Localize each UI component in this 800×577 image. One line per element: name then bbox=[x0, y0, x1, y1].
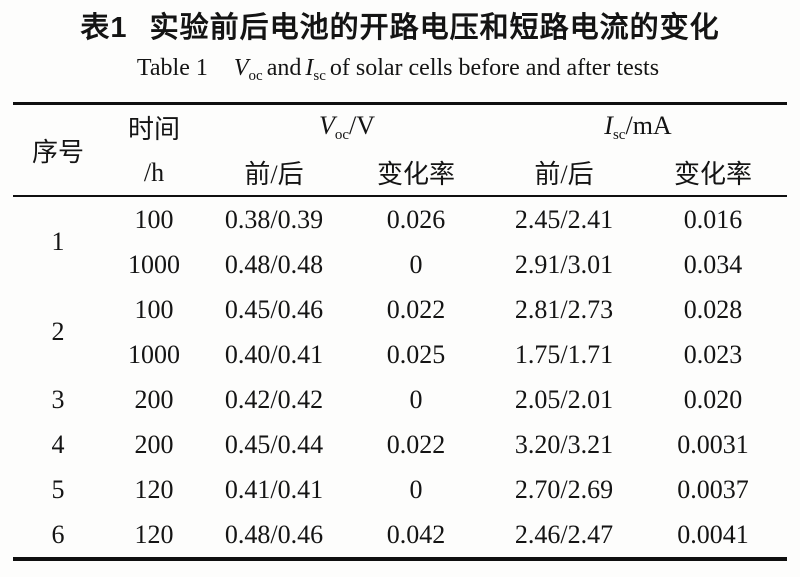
isc-cell: 2.45/2.41 bbox=[514, 204, 614, 234]
isc-subscript: sc bbox=[313, 68, 326, 84]
isc-cell: 3.20/3.21 bbox=[514, 429, 614, 459]
table-title-en: Table 1 Voc and Isc of solar cells before an… bbox=[0, 50, 800, 94]
voc-rate-cell: 0 bbox=[409, 384, 423, 414]
table-row: 1000 0.40/0.41 0.025 1.75/1.71 0.023 bbox=[13, 332, 787, 377]
time-cell: 200 bbox=[134, 384, 174, 414]
header-isc-group: Isc/mA bbox=[489, 104, 787, 151]
header-serial: 序号 bbox=[31, 137, 84, 167]
voc-cell: 0.38/0.39 bbox=[224, 204, 324, 234]
header-voc-before-after: 前/后 bbox=[244, 160, 304, 189]
voc-subscript: oc bbox=[248, 68, 263, 84]
table-body: 1 100 0.38/0.39 0.026 2.45/2.41 0.016 10… bbox=[13, 196, 787, 559]
isc-cell: 2.05/2.01 bbox=[514, 384, 614, 414]
time-cell: 100 bbox=[134, 294, 174, 324]
results-table: 序号 时间 Voc/V Isc/mA /h 前/后 变化率 前/后 变化率 1 … bbox=[13, 102, 787, 561]
voc-cell: 0.40/0.41 bbox=[224, 339, 324, 369]
voc-cell: 0.48/0.46 bbox=[224, 519, 324, 549]
header-isc-before-after: 前/后 bbox=[534, 160, 594, 189]
isc-rate-cell: 0.034 bbox=[683, 249, 743, 279]
voc-cell: 0.45/0.44 bbox=[224, 429, 324, 459]
header-row-bottom: /h 前/后 变化率 前/后 变化率 bbox=[13, 150, 787, 196]
voc-cell: 0.41/0.41 bbox=[224, 474, 324, 504]
time-cell: 100 bbox=[134, 204, 174, 234]
time-cell: 1000 bbox=[128, 339, 180, 369]
isc-rate-cell: 0.023 bbox=[683, 339, 743, 369]
table-row: 2 100 0.45/0.46 0.022 2.81/2.73 0.028 bbox=[13, 287, 787, 347]
voc-cell: 0.48/0.48 bbox=[224, 249, 324, 279]
voc-rate-cell: 0.022 bbox=[386, 294, 446, 324]
serial-cell: 4 bbox=[51, 429, 65, 459]
voc-header-subscript: oc bbox=[334, 127, 350, 143]
voc-header-symbol: V bbox=[318, 111, 335, 140]
isc-header-symbol: I bbox=[604, 111, 613, 140]
table-row: 5 120 0.41/0.41 0 2.70/2.69 0.0037 bbox=[13, 467, 787, 512]
header-voc-group: Voc/V bbox=[205, 104, 489, 151]
serial-cell: 3 bbox=[51, 384, 65, 414]
table-row: 3 200 0.42/0.42 0 2.05/2.01 0.020 bbox=[13, 377, 787, 422]
voc-rate-cell: 0.042 bbox=[386, 519, 446, 549]
table-row: 1 100 0.38/0.39 0.026 2.45/2.41 0.016 bbox=[13, 196, 787, 257]
isc-symbol: I bbox=[305, 55, 314, 81]
header-time: 时间 bbox=[127, 115, 180, 144]
voc-symbol: V bbox=[233, 55, 249, 81]
serial-cell: 2 bbox=[51, 317, 65, 346]
table-title-zh: 表1 实验前后电池的开路电压和短路电流的变化 bbox=[0, 8, 800, 48]
voc-rate-cell: 0 bbox=[409, 249, 423, 279]
isc-rate-cell: 0.016 bbox=[683, 204, 743, 234]
isc-rate-cell: 0.020 bbox=[683, 384, 743, 414]
time-cell: 120 bbox=[134, 519, 174, 549]
time-cell: 120 bbox=[134, 474, 174, 504]
header-time-unit: /h bbox=[143, 157, 165, 187]
isc-cell: 2.91/3.01 bbox=[514, 249, 614, 279]
table-header: 序号 时间 Voc/V Isc/mA /h 前/后 变化率 前/后 变化率 bbox=[13, 104, 787, 196]
isc-header-subscript: sc bbox=[612, 127, 626, 143]
header-isc-change-rate: 变化率 bbox=[673, 160, 752, 189]
header-row-top: 序号 时间 Voc/V Isc/mA bbox=[13, 104, 787, 167]
voc-cell: 0.42/0.42 bbox=[224, 384, 324, 414]
serial-cell: 5 bbox=[51, 474, 65, 504]
voc-rate-cell: 0.025 bbox=[386, 339, 446, 369]
voc-rate-cell: 0 bbox=[409, 474, 423, 504]
header-voc-change-rate: 变化率 bbox=[376, 160, 455, 189]
table-row: 4 200 0.45/0.44 0.022 3.20/3.21 0.0031 bbox=[13, 422, 787, 467]
isc-rate-cell: 0.028 bbox=[683, 294, 743, 324]
isc-cell: 2.46/2.47 bbox=[514, 519, 614, 549]
table-number-zh: 表1 bbox=[80, 12, 128, 44]
voc-rate-cell: 0.022 bbox=[386, 429, 446, 459]
isc-cell: 2.81/2.73 bbox=[514, 294, 614, 324]
time-cell: 1000 bbox=[128, 249, 180, 279]
voc-header-unit: /V bbox=[349, 111, 376, 140]
isc-rate-cell: 0.0031 bbox=[677, 429, 749, 459]
table-row: 1000 0.48/0.48 0 2.91/3.01 0.034 bbox=[13, 242, 787, 287]
voc-rate-cell: 0.026 bbox=[386, 204, 446, 234]
caption-rest: of solar cells before and after tests bbox=[329, 55, 660, 81]
isc-rate-cell: 0.0041 bbox=[677, 519, 749, 549]
isc-cell: 2.70/2.69 bbox=[514, 474, 614, 504]
isc-cell: 1.75/1.71 bbox=[514, 339, 614, 369]
time-cell: 200 bbox=[134, 429, 174, 459]
table-number-en: Table 1 bbox=[136, 55, 208, 81]
isc-rate-cell: 0.0037 bbox=[677, 474, 749, 504]
table-row: 6 120 0.48/0.46 0.042 2.46/2.47 0.0041 bbox=[13, 512, 787, 559]
serial-cell: 1 bbox=[51, 227, 65, 256]
caption-and: and bbox=[266, 55, 302, 81]
voc-cell: 0.45/0.46 bbox=[224, 294, 324, 324]
isc-header-unit: /mA bbox=[625, 111, 672, 140]
serial-cell: 6 bbox=[51, 519, 65, 549]
table-caption-zh: 实验前后电池的开路电压和短路电流的变化 bbox=[149, 12, 720, 44]
